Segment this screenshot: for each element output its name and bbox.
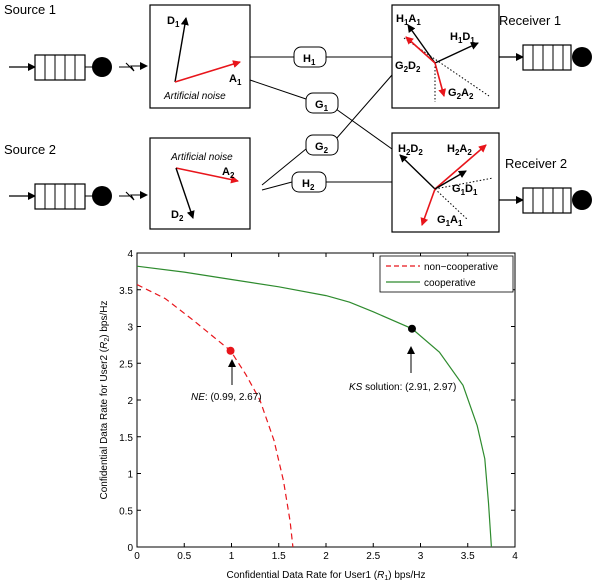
receiver-1-box: H1A1 H1D1 G2D2 G2A2 (391, 4, 500, 109)
channel-h2: H2 (291, 171, 327, 193)
rx2-h2a2-label: H2A2 (447, 143, 472, 157)
system-diagram: Source 1 Source 2 Receiver 1 Receiver 2 (4, 2, 592, 233)
x-tick-label: 0 (134, 551, 140, 562)
receiver-1-queue (499, 44, 592, 71)
source-2-queue (9, 183, 148, 210)
ks-point (407, 324, 416, 333)
source-2-label: Source 2 (4, 142, 56, 157)
tx1-noise-label: Artificial noise (163, 91, 226, 102)
x-tick-label: 0.5 (177, 551, 191, 562)
source-1-node (92, 57, 112, 77)
series-layer (136, 265, 492, 548)
rx1-g2a2-label: G2A2 (448, 87, 474, 101)
y-tick-label: 0.5 (119, 506, 133, 517)
series-line-noncooperative (136, 284, 294, 548)
series-line-cooperative (136, 265, 492, 548)
tx1-a-label: A1 (229, 73, 242, 87)
y-tick-label: 3 (127, 323, 133, 334)
ne-label: NE: (0.99, 2.67) (191, 392, 262, 403)
source-2-link-icon (119, 191, 148, 201)
y-tick-label: 1 (127, 470, 133, 481)
transmitter-2-box: Artificial noise A2 D2 (149, 137, 251, 230)
y-tick-label: 4 (127, 249, 133, 260)
receiver-2-box: H2D2 H2A2 G1D1 G1A1 (391, 132, 500, 233)
tx1-noise-vector (174, 60, 241, 83)
source-2-node (92, 186, 112, 206)
ne-point (226, 346, 235, 355)
transmitter-1-box: D1 A1 Artificial noise (149, 4, 251, 109)
y-axis-label: Confidential Data Rate for User2 (R2) bp… (99, 301, 111, 500)
x-tick-label: 2.5 (366, 551, 380, 562)
receiver-2-node (572, 190, 592, 210)
x-tick-label: 1.5 (272, 551, 286, 562)
receiver-1-label: Receiver 1 (499, 13, 561, 28)
x-axis-label: Confidential Data Rate for User1 (R1) bp… (227, 570, 426, 582)
y-tick-label: 1.5 (119, 433, 133, 444)
x-tick-label: 3 (418, 551, 424, 562)
receiver-2-label: Receiver 2 (505, 156, 567, 171)
tx2-d-label: D2 (171, 209, 184, 223)
y-tick-label: 3.5 (119, 286, 133, 297)
rx1-h1d1-label: H1D1 (450, 31, 475, 45)
tx1-message-vector (174, 17, 189, 83)
axis-ticks: 0 0.5 1 1.5 2 2.5 3 3.5 4 0 0.5 1 1.5 2 2.5 3 3.5 4 (119, 249, 518, 562)
source-1-label: Source 1 (4, 2, 56, 17)
annotated-points (226, 324, 416, 355)
x-tick-label: 1 (229, 551, 235, 562)
rx1-h1a1-label: H1A1 (396, 13, 421, 27)
legend-label-cooperative: cooperative (424, 278, 476, 289)
svg-text:G1: G1 (315, 99, 329, 113)
rate-region-chart: 0 0.5 1 1.5 2 2.5 3 3.5 4 0 0.5 1 1.5 2 2.5 3 3.5 4 Confi… (99, 249, 518, 582)
legend: non−cooperative cooperative (379, 255, 514, 293)
rx2-g1d1-label: G1D1 (452, 183, 478, 197)
channel-g2: G2 (305, 134, 339, 156)
source-1-link-icon (119, 62, 148, 72)
receiver-2-queue (499, 187, 592, 214)
x-tick-label: 3.5 (461, 551, 475, 562)
rx1-g2d2-label: G2D2 (395, 60, 421, 74)
y-tick-label: 0 (127, 543, 133, 554)
tx1-d-label: D1 (167, 15, 180, 29)
ks-label: KS solution: (2.91, 2.97) (349, 382, 456, 393)
svg-text:G2: G2 (315, 141, 329, 155)
source-1-queue (9, 54, 148, 81)
ne-annotation: NE: (0.99, 2.67) (191, 359, 262, 403)
svg-text:H2: H2 (302, 178, 315, 192)
channel-links (249, 56, 393, 191)
x-tick-label: 2 (323, 551, 329, 562)
tx2-noise-vector (175, 167, 239, 184)
tx2-message-vector (175, 167, 195, 219)
y-tick-label: 2.5 (119, 359, 133, 370)
svg-text:H1: H1 (303, 53, 316, 67)
y-tick-label: 2 (127, 396, 133, 407)
tx2-a-label: A2 (222, 166, 235, 180)
x-tick-label: 4 (512, 551, 518, 562)
rx2-h2d2-label: H2D2 (398, 143, 423, 157)
ks-annotation: KS solution: (2.91, 2.97) (349, 346, 456, 393)
receiver-1-node (572, 47, 592, 67)
legend-label-noncooperative: non−cooperative (424, 262, 499, 273)
rx2-g1a1-label: G1A1 (437, 214, 463, 228)
tx2-noise-label: Artificial noise (170, 152, 233, 163)
channel-g1: G1 (305, 92, 339, 114)
channel-h1: H1 (293, 46, 327, 68)
